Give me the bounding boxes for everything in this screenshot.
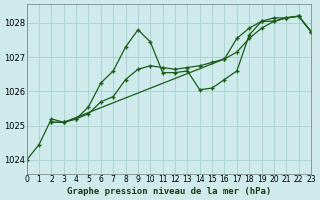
X-axis label: Graphe pression niveau de la mer (hPa): Graphe pression niveau de la mer (hPa) <box>67 187 271 196</box>
